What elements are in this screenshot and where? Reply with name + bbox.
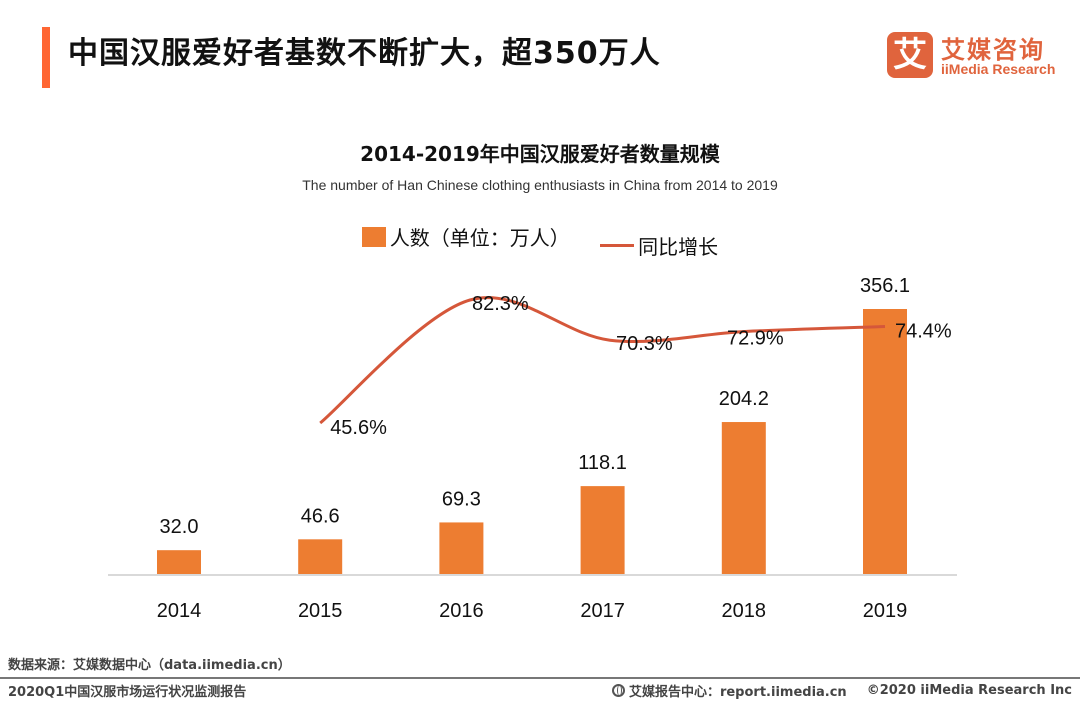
legend-item-bar: 人数（单位：万人）: [361, 222, 570, 251]
bar-value-label-2018: 204.2: [719, 388, 769, 410]
legend-label-bar: 人数（单位：万人）: [389, 226, 570, 250]
title-accent-bar: [42, 27, 50, 88]
growth-label-2019: 74.4%: [895, 320, 952, 342]
footer-credits: 艾媒报告中心：report.iimedia.cn ©2020 iiMedia R…: [611, 681, 1072, 700]
bar-2019: [863, 309, 907, 574]
growth-label-2018: 72.9%: [727, 328, 784, 350]
legend-bar-swatch: [361, 226, 386, 247]
chart-subtitle: The number of Han Chinese clothing enthu…: [302, 177, 778, 193]
page-title: 中国汉服爱好者基数不断扩大，超350万人: [68, 36, 661, 71]
x-tick-2016: 2016: [439, 600, 484, 622]
x-tick-2015: 2015: [298, 600, 343, 622]
legend-label-line: 同比增长: [638, 234, 719, 259]
x-tick-2017: 2017: [580, 600, 625, 622]
growth-line: [319, 296, 886, 425]
bar-2018: [721, 422, 766, 574]
chart-title: 2014-2019年中国汉服爱好者数量规模: [360, 142, 720, 166]
bar-value-label-2019: 356.1: [860, 275, 910, 297]
report-center-link[interactable]: 艾媒报告中心：report.iimedia.cn: [628, 685, 847, 700]
report-name: 2020Q1中国汉服市场运行状况监测报告: [8, 685, 247, 700]
bar-2017: [580, 486, 625, 574]
chart-legend: 人数（单位：万人） 同比增长: [0, 222, 1080, 260]
x-tick-2019: 2019: [863, 600, 908, 622]
growth-label-2017: 70.3%: [616, 333, 673, 355]
logo-name-cn: 艾媒咨询: [941, 36, 1045, 64]
logo-name-en: iiMedia Research: [941, 61, 1056, 77]
bar-value-label-2014: 32.0: [160, 516, 199, 538]
legend-line-swatch: [600, 243, 635, 247]
bar-value-label-2015: 46.6: [301, 505, 340, 527]
globe-icon: [611, 684, 625, 697]
growth-label-2015: 45.6%: [330, 417, 387, 439]
iimedia-logo: 艾 艾媒咨询 iiMedia Research: [887, 30, 1067, 80]
footer-divider: [0, 677, 1080, 679]
logo-mark-icon: 艾: [887, 32, 933, 78]
bar-value-label-2017: 118.1: [578, 452, 627, 474]
legend-item-line: 同比增长: [600, 231, 718, 260]
copyright-text: ©2020 iiMedia Research Inc: [866, 683, 1072, 698]
growth-label-2016: 82.3%: [472, 293, 529, 315]
x-tick-2018: 2018: [722, 600, 767, 622]
bar-2016: [439, 522, 484, 574]
x-tick-2014: 2014: [157, 600, 202, 622]
bar-2015: [298, 539, 343, 574]
bar-value-label-2016: 69.3: [442, 488, 481, 510]
data-source-note: 数据来源：艾媒数据中心（data.iimedia.cn）: [8, 658, 291, 673]
bar-2014: [157, 550, 201, 574]
